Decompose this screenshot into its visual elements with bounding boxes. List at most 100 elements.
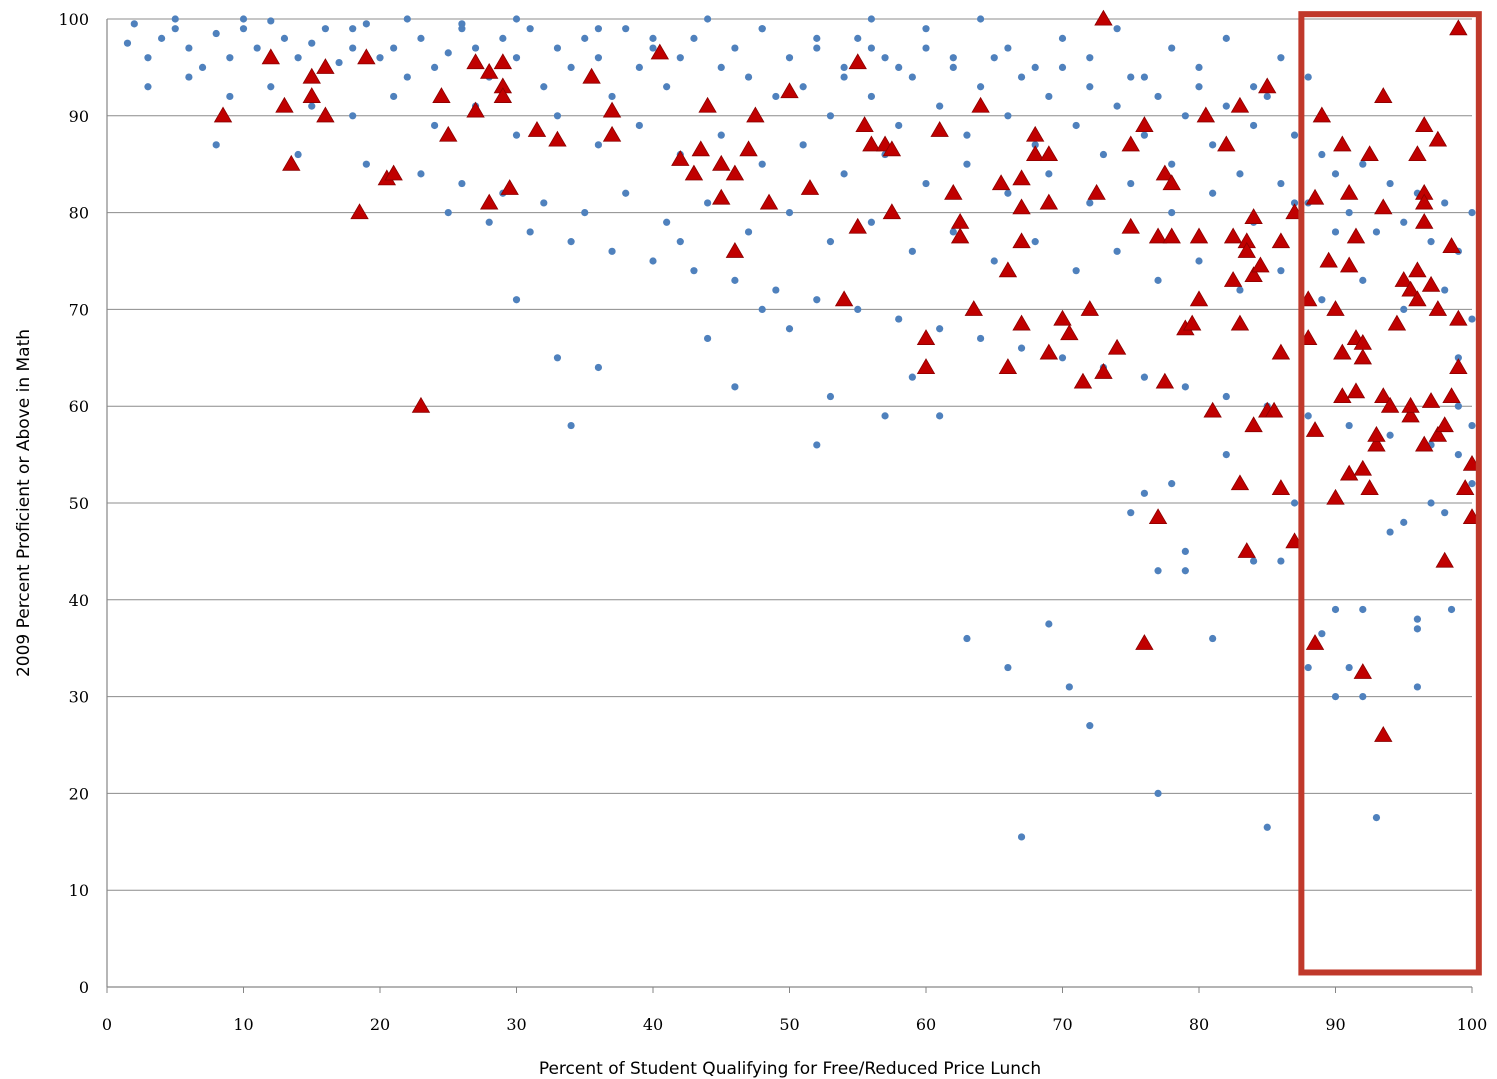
circle-point [458,20,466,28]
circle-point [731,383,739,391]
circle-point [1318,296,1326,304]
circle-point [1454,451,1462,459]
circle-point [171,25,179,33]
circle-point [1263,823,1271,831]
circle-point [1290,131,1299,139]
circle-point [1140,131,1148,139]
triangle-point [1237,542,1256,558]
circle-point [854,34,862,42]
triangle-point [725,242,745,258]
circle-point [840,73,848,81]
circle-point [1209,634,1217,643]
circle-point [512,296,521,304]
circle-point [608,92,616,101]
triangle-point [384,164,403,181]
circle-point [758,160,766,168]
circle-point [1250,83,1258,91]
triangle-point [213,106,233,123]
triangle-point [998,358,1018,375]
circle-point [1386,528,1394,536]
triangle-point [316,58,335,74]
triangle-point [1380,396,1400,413]
circle-point [1468,315,1476,323]
circle-point [1004,663,1012,672]
y-tick-label: 30 [69,688,89,707]
triangle-point [698,96,717,113]
circle-point [567,238,575,246]
triangle-point [1394,271,1413,287]
circle-point [1304,73,1312,81]
triangle-point [1428,130,1448,147]
circle-point [1086,199,1094,207]
circle-point [158,34,166,42]
circle-point [1058,34,1067,42]
triangle-point [432,87,451,103]
circle-point [226,92,234,101]
triangle-point [439,125,458,142]
circle-point [1072,121,1080,130]
triangle-point [1401,280,1420,297]
circle-point [840,63,848,71]
triangle-point [1387,314,1407,331]
circle-point [1468,480,1476,488]
triangle-point [1121,135,1140,152]
triangle-point [466,101,485,118]
circle-point [1290,499,1299,507]
circle-point [1359,276,1367,284]
circle-point [390,44,398,52]
triangle-point [1155,372,1175,389]
x-tick-label: 40 [643,1015,663,1034]
circle-point [1017,73,1026,81]
circle-point [758,25,766,33]
triangle-point [1271,232,1291,249]
triangle-point [350,203,369,220]
circle-point [1441,509,1449,517]
circle-point [608,247,616,255]
circle-point [1113,102,1121,110]
circle-point [1359,160,1367,168]
triangle-point [1039,343,1059,360]
triangle-point [1428,300,1448,316]
triangle-point [1305,421,1325,437]
triangle-point [1415,435,1434,452]
triangle-point [1087,183,1106,200]
triangle-point [916,358,936,375]
circle-point [294,150,302,159]
circle-point [949,63,957,71]
circle-point [1454,402,1462,410]
circle-point [1045,92,1053,101]
circle-point [1222,34,1230,42]
x-tick-label: 20 [370,1015,390,1034]
circle-point [512,54,521,62]
triangle-point [1312,106,1332,123]
triangle-point [746,106,765,123]
triangle-point [1107,338,1127,355]
circle-point [308,102,316,110]
y-tick-label: 60 [69,397,89,416]
triangle-point [1360,479,1379,496]
circle-point [1127,179,1135,188]
circle-point [936,102,944,110]
circle-point [744,73,753,81]
triangle-point [930,121,949,137]
circle-point [499,34,507,42]
circle-point [1318,630,1326,638]
circle-point [1290,199,1299,207]
circle-point [990,54,998,62]
circle-point [280,34,289,42]
y-tick-label: 10 [69,881,89,900]
circle-point [1386,179,1394,188]
triangle-point [1353,663,1372,679]
circle-point [1195,257,1203,265]
circle-point [512,15,521,23]
triangle-point [1073,372,1093,389]
circle-point [212,29,220,38]
circle-point [663,83,671,91]
triangle-point [964,300,983,316]
triangle-point [261,48,280,65]
triangle-point [1435,416,1454,433]
circle-point [1359,605,1367,614]
circle-point [1045,170,1053,178]
circle-point [1236,170,1244,178]
